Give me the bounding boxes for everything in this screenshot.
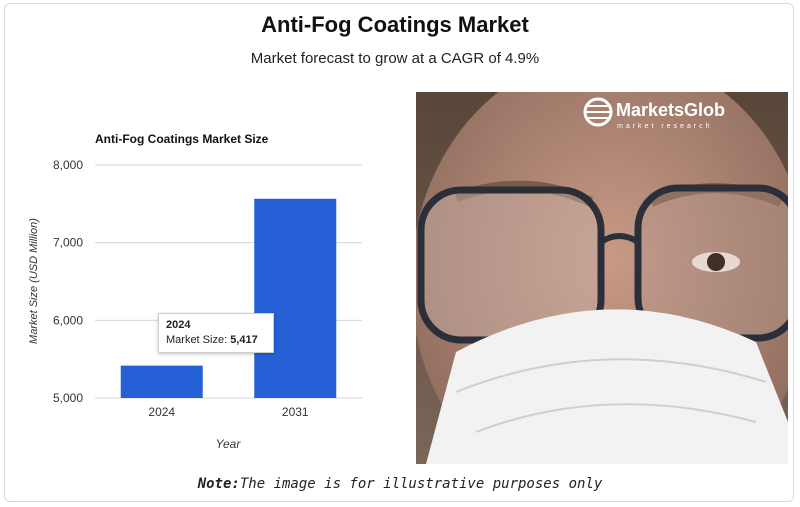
tooltip-value: 5,417 [230,334,258,346]
y-tick-label: 5,000 [53,391,83,405]
chart-title: Anti-Fog Coatings Market Size [95,132,269,146]
bar [254,198,337,398]
note-text: The image is for illustrative purposes o… [239,476,603,492]
footnote: Note:The image is for illustrative purpo… [0,476,800,492]
x-tick-label: 2024 [148,405,175,419]
y-axis-label: Market Size (USD Million) [28,218,40,344]
tooltip-label: Market Size: [166,334,231,346]
bar-chart: 5,000 6,000 7,000 8,000 2024 2031 Year Market S… [28,158,362,451]
chart-tooltip: 2024 Market Size: 5,417 [158,313,274,353]
brand-logo-subtext: market research [617,123,713,130]
y-tick-label: 8,000 [53,158,83,172]
page-subtitle: Market forecast to grow at a CAGR of 4.9… [250,50,540,67]
y-tick-label: 7,000 [53,236,83,250]
y-tick-label: 6,000 [53,313,83,327]
tooltip-year: 2024 [166,319,191,331]
bar [120,365,203,398]
x-tick-label: 2031 [282,405,309,419]
illustrative-photo: MarketsGlob market research [416,92,788,464]
x-axis-label: Year [216,437,242,451]
brand-logo-text: MarketsGlob [616,100,725,120]
page-title: Anti-Fog Coatings Market [261,12,529,37]
note-prefix: Note: [197,476,240,492]
